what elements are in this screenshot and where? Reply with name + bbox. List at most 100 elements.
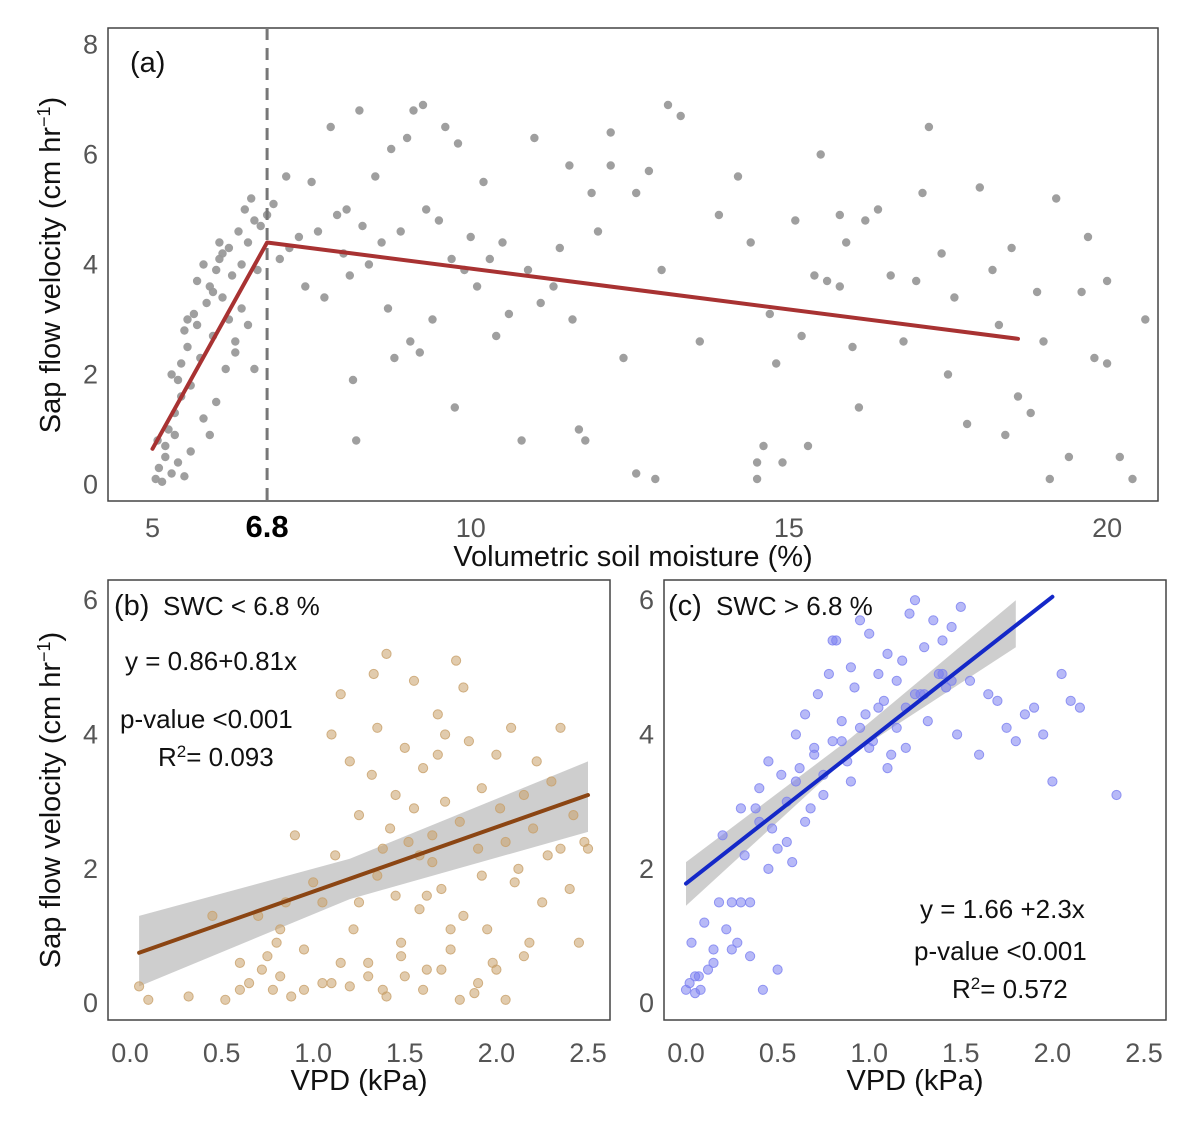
x-tick-label: 20 [1092, 513, 1122, 543]
data-point [192, 276, 202, 286]
data-point [536, 298, 545, 308]
y-tick-label: 6 [83, 585, 98, 615]
data-point [1047, 776, 1058, 787]
data-point [765, 309, 774, 319]
data-point [735, 897, 747, 908]
panel-a-ylabel-close: ) [35, 97, 67, 107]
data-point [180, 326, 189, 335]
data-point [860, 709, 871, 720]
data-point [848, 342, 857, 352]
data-point [587, 188, 596, 198]
data-point [835, 282, 844, 291]
data-point [812, 689, 824, 700]
data-point [243, 238, 253, 247]
data-point [994, 320, 1004, 330]
data-point [307, 177, 316, 187]
panel-a-ylabel-main: Sap flow velocity (cm hr [35, 127, 67, 434]
data-point [167, 370, 176, 379]
data-point [500, 994, 511, 1005]
x-tick-label: 0.0 [111, 1038, 149, 1068]
x-tick-label: 2.0 [478, 1038, 516, 1068]
data-point [294, 232, 304, 242]
data-point [800, 816, 811, 827]
data-point [581, 436, 590, 445]
data-point [436, 883, 447, 895]
y-tick-label: 2 [83, 360, 98, 390]
data-point [345, 271, 354, 280]
data-point [1115, 452, 1125, 462]
data-point [582, 843, 594, 854]
data-point [928, 615, 939, 626]
data-point [564, 883, 575, 895]
data-point [330, 850, 341, 861]
data-point [845, 776, 857, 787]
panel-b-r2-value: = 0.093 [186, 742, 273, 772]
panel-b-points [134, 648, 594, 1005]
data-point [358, 221, 367, 231]
piecewise-fit-line [150, 240, 1020, 451]
data-point [690, 971, 701, 982]
data-point [555, 243, 564, 253]
data-point [472, 282, 482, 291]
data-point [651, 474, 660, 484]
data-point [227, 271, 237, 280]
data-point [231, 337, 240, 346]
data-point [754, 783, 765, 794]
panel-c-r2: R2= 0.572 [952, 974, 1068, 1005]
data-point [546, 776, 557, 787]
data-point [469, 988, 480, 999]
panel-c-r2-value: = 0.572 [980, 974, 1067, 1004]
data-point [726, 944, 737, 955]
data-point [234, 984, 245, 995]
data-point [192, 320, 202, 330]
x-tick-label: 2.0 [1034, 1038, 1072, 1068]
data-point [353, 897, 365, 908]
data-point [684, 978, 695, 989]
data-point [904, 608, 915, 619]
data-point [873, 702, 884, 713]
data-point [408, 675, 420, 686]
data-point [406, 337, 415, 346]
data-point [441, 122, 450, 132]
panel-a-xlabel: Volumetric soil moisture (%) [453, 541, 812, 573]
data-point [822, 276, 832, 286]
data-point [326, 122, 335, 132]
data-point [161, 441, 170, 451]
data-point [836, 736, 847, 747]
data-point [794, 763, 805, 774]
data-point [946, 621, 957, 633]
data-point [523, 265, 533, 275]
data-point [842, 238, 851, 247]
data-point [1038, 729, 1049, 740]
data-point [955, 601, 966, 613]
data-point [243, 320, 253, 330]
data-point [772, 964, 783, 975]
data-point [735, 803, 747, 814]
data-point [864, 628, 875, 639]
data-point [231, 348, 240, 357]
data-point [353, 810, 365, 821]
data-point [937, 249, 946, 258]
data-point [992, 695, 1003, 707]
data-point [476, 783, 487, 794]
data-point [555, 843, 566, 854]
data-point [606, 128, 615, 137]
data-point [1083, 232, 1093, 242]
panel-b-label: (b) [114, 590, 149, 622]
data-point [974, 749, 985, 760]
data-point [458, 682, 469, 693]
data-point [421, 964, 432, 975]
data-point [763, 863, 774, 875]
data-point [286, 991, 297, 1002]
data-point [485, 254, 494, 264]
data-point [864, 742, 875, 754]
data-point [167, 469, 176, 478]
data-point [387, 144, 396, 154]
data-point [909, 595, 921, 606]
data-point [528, 823, 539, 834]
data-point [882, 648, 893, 660]
data-point [565, 161, 574, 170]
data-point [298, 944, 310, 955]
data-point [151, 474, 160, 484]
regression-line [684, 594, 1055, 886]
